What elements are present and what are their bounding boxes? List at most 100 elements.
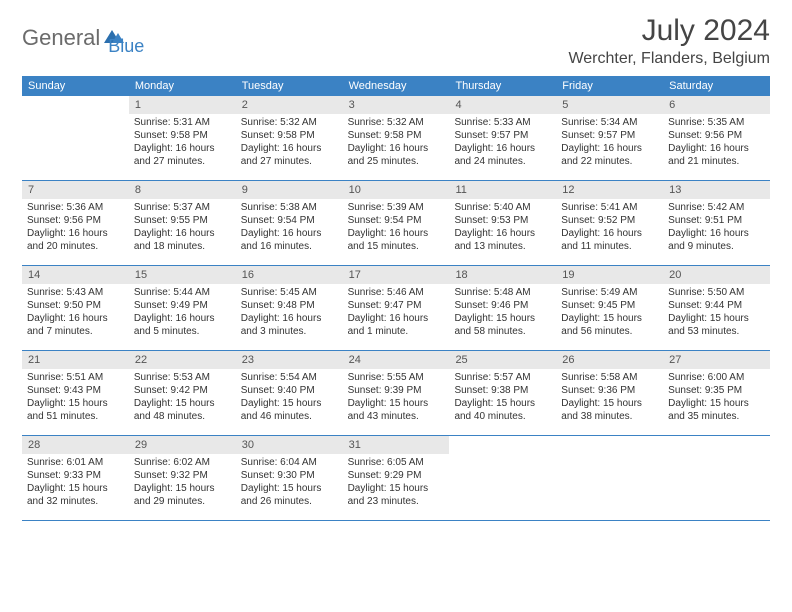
- daylight-line: Daylight: 15 hours and 38 minutes.: [561, 397, 658, 423]
- day-number: 19: [556, 266, 663, 284]
- day-body: Sunrise: 5:53 AMSunset: 9:42 PMDaylight:…: [129, 369, 236, 427]
- day-body: Sunrise: 5:37 AMSunset: 9:55 PMDaylight:…: [129, 199, 236, 257]
- sunrise-line: Sunrise: 5:45 AM: [241, 286, 338, 299]
- location: Werchter, Flanders, Belgium: [568, 50, 770, 68]
- calendar: SundayMondayTuesdayWednesdayThursdayFrid…: [22, 76, 770, 521]
- daylight-line: Daylight: 15 hours and 53 minutes.: [668, 312, 765, 338]
- day-body: Sunrise: 5:57 AMSunset: 9:38 PMDaylight:…: [449, 369, 556, 427]
- sunrise-line: Sunrise: 6:01 AM: [27, 456, 124, 469]
- day-number: 23: [236, 351, 343, 369]
- day-body: Sunrise: 5:45 AMSunset: 9:48 PMDaylight:…: [236, 284, 343, 342]
- day-number: 28: [22, 436, 129, 454]
- day-cell: 13Sunrise: 5:42 AMSunset: 9:51 PMDayligh…: [663, 181, 770, 265]
- daylight-line: Daylight: 16 hours and 22 minutes.: [561, 142, 658, 168]
- sunrise-line: Sunrise: 5:50 AM: [668, 286, 765, 299]
- day-cell: 26Sunrise: 5:58 AMSunset: 9:36 PMDayligh…: [556, 351, 663, 435]
- day-number: 8: [129, 181, 236, 199]
- sunset-line: Sunset: 9:35 PM: [668, 384, 765, 397]
- day-cell: [663, 436, 770, 520]
- day-cell: 27Sunrise: 6:00 AMSunset: 9:35 PMDayligh…: [663, 351, 770, 435]
- day-body: Sunrise: 6:04 AMSunset: 9:30 PMDaylight:…: [236, 454, 343, 512]
- day-cell: 2Sunrise: 5:32 AMSunset: 9:58 PMDaylight…: [236, 96, 343, 180]
- header: General Blue July 2024 Werchter, Flander…: [22, 14, 770, 68]
- daylight-line: Daylight: 16 hours and 25 minutes.: [348, 142, 445, 168]
- daylight-line: Daylight: 15 hours and 51 minutes.: [27, 397, 124, 423]
- day-body: Sunrise: 5:33 AMSunset: 9:57 PMDaylight:…: [449, 114, 556, 172]
- sunrise-line: Sunrise: 5:41 AM: [561, 201, 658, 214]
- day-number: 21: [22, 351, 129, 369]
- sunrise-line: Sunrise: 5:35 AM: [668, 116, 765, 129]
- day-cell: 14Sunrise: 5:43 AMSunset: 9:50 PMDayligh…: [22, 266, 129, 350]
- sunset-line: Sunset: 9:50 PM: [27, 299, 124, 312]
- sunrise-line: Sunrise: 6:00 AM: [668, 371, 765, 384]
- day-cell: 3Sunrise: 5:32 AMSunset: 9:58 PMDaylight…: [343, 96, 450, 180]
- day-number: 20: [663, 266, 770, 284]
- day-body: Sunrise: 5:36 AMSunset: 9:56 PMDaylight:…: [22, 199, 129, 257]
- sunrise-line: Sunrise: 6:05 AM: [348, 456, 445, 469]
- day-cell: 19Sunrise: 5:49 AMSunset: 9:45 PMDayligh…: [556, 266, 663, 350]
- day-body: Sunrise: 6:05 AMSunset: 9:29 PMDaylight:…: [343, 454, 450, 512]
- day-cell: 31Sunrise: 6:05 AMSunset: 9:29 PMDayligh…: [343, 436, 450, 520]
- day-body: Sunrise: 5:34 AMSunset: 9:57 PMDaylight:…: [556, 114, 663, 172]
- sunrise-line: Sunrise: 5:43 AM: [27, 286, 124, 299]
- day-body: Sunrise: 5:41 AMSunset: 9:52 PMDaylight:…: [556, 199, 663, 257]
- sunrise-line: Sunrise: 5:34 AM: [561, 116, 658, 129]
- day-number: 25: [449, 351, 556, 369]
- day-cell: 15Sunrise: 5:44 AMSunset: 9:49 PMDayligh…: [129, 266, 236, 350]
- daylight-line: Daylight: 15 hours and 26 minutes.: [241, 482, 338, 508]
- daylight-line: Daylight: 16 hours and 11 minutes.: [561, 227, 658, 253]
- day-number: 29: [129, 436, 236, 454]
- sunrise-line: Sunrise: 5:53 AM: [134, 371, 231, 384]
- daylight-line: Daylight: 15 hours and 46 minutes.: [241, 397, 338, 423]
- day-cell: 20Sunrise: 5:50 AMSunset: 9:44 PMDayligh…: [663, 266, 770, 350]
- day-number: 13: [663, 181, 770, 199]
- week-row: 21Sunrise: 5:51 AMSunset: 9:43 PMDayligh…: [22, 351, 770, 436]
- day-body: Sunrise: 5:43 AMSunset: 9:50 PMDaylight:…: [22, 284, 129, 342]
- sunrise-line: Sunrise: 5:31 AM: [134, 116, 231, 129]
- day-number: 24: [343, 351, 450, 369]
- weekday-header: Friday: [556, 76, 663, 96]
- sunset-line: Sunset: 9:57 PM: [561, 129, 658, 142]
- sunset-line: Sunset: 9:49 PM: [134, 299, 231, 312]
- logo: General Blue: [22, 14, 144, 57]
- daylight-line: Daylight: 16 hours and 21 minutes.: [668, 142, 765, 168]
- day-body: Sunrise: 6:00 AMSunset: 9:35 PMDaylight:…: [663, 369, 770, 427]
- daylight-line: Daylight: 15 hours and 35 minutes.: [668, 397, 765, 423]
- day-number: 15: [129, 266, 236, 284]
- sunset-line: Sunset: 9:56 PM: [27, 214, 124, 227]
- day-body: Sunrise: 5:54 AMSunset: 9:40 PMDaylight:…: [236, 369, 343, 427]
- day-body: Sunrise: 5:38 AMSunset: 9:54 PMDaylight:…: [236, 199, 343, 257]
- weeks-container: 1Sunrise: 5:31 AMSunset: 9:58 PMDaylight…: [22, 96, 770, 521]
- sunset-line: Sunset: 9:58 PM: [241, 129, 338, 142]
- sunrise-line: Sunrise: 5:32 AM: [348, 116, 445, 129]
- day-cell: 11Sunrise: 5:40 AMSunset: 9:53 PMDayligh…: [449, 181, 556, 265]
- sunrise-line: Sunrise: 5:55 AM: [348, 371, 445, 384]
- sunset-line: Sunset: 9:32 PM: [134, 469, 231, 482]
- sunrise-line: Sunrise: 5:42 AM: [668, 201, 765, 214]
- sunrise-line: Sunrise: 5:48 AM: [454, 286, 551, 299]
- day-cell: 16Sunrise: 5:45 AMSunset: 9:48 PMDayligh…: [236, 266, 343, 350]
- day-body: Sunrise: 6:01 AMSunset: 9:33 PMDaylight:…: [22, 454, 129, 512]
- sunrise-line: Sunrise: 5:39 AM: [348, 201, 445, 214]
- sunrise-line: Sunrise: 5:38 AM: [241, 201, 338, 214]
- sunset-line: Sunset: 9:43 PM: [27, 384, 124, 397]
- sunset-line: Sunset: 9:53 PM: [454, 214, 551, 227]
- day-body: Sunrise: 5:58 AMSunset: 9:36 PMDaylight:…: [556, 369, 663, 427]
- day-number: 18: [449, 266, 556, 284]
- sunset-line: Sunset: 9:29 PM: [348, 469, 445, 482]
- weekday-header: Wednesday: [343, 76, 450, 96]
- sunset-line: Sunset: 9:40 PM: [241, 384, 338, 397]
- weekday-header-row: SundayMondayTuesdayWednesdayThursdayFrid…: [22, 76, 770, 96]
- daylight-line: Daylight: 15 hours and 40 minutes.: [454, 397, 551, 423]
- sunset-line: Sunset: 9:58 PM: [348, 129, 445, 142]
- weekday-header: Saturday: [663, 76, 770, 96]
- day-body: Sunrise: 6:02 AMSunset: 9:32 PMDaylight:…: [129, 454, 236, 512]
- day-number: 4: [449, 96, 556, 114]
- day-cell: 1Sunrise: 5:31 AMSunset: 9:58 PMDaylight…: [129, 96, 236, 180]
- sunset-line: Sunset: 9:47 PM: [348, 299, 445, 312]
- day-cell: [449, 436, 556, 520]
- week-row: 7Sunrise: 5:36 AMSunset: 9:56 PMDaylight…: [22, 181, 770, 266]
- sunset-line: Sunset: 9:48 PM: [241, 299, 338, 312]
- sunset-line: Sunset: 9:54 PM: [241, 214, 338, 227]
- day-cell: [22, 96, 129, 180]
